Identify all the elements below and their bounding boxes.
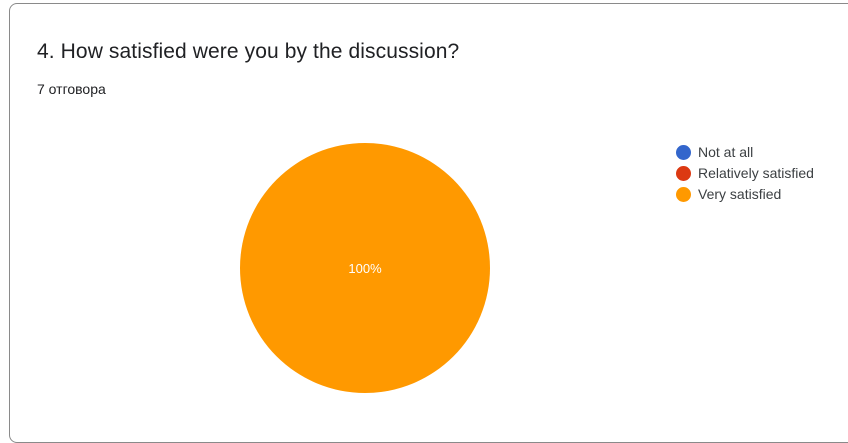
legend-item[interactable]: Very satisfied xyxy=(676,184,814,204)
legend-label: Relatively satisfied xyxy=(698,165,814,181)
legend-swatch xyxy=(676,186,691,202)
legend-item[interactable]: Relatively satisfied xyxy=(676,163,814,183)
pie-labels: 100% xyxy=(348,261,382,276)
response-count: 7 отговора xyxy=(37,81,106,97)
pie-slices xyxy=(240,143,490,393)
pie-slice-label: 100% xyxy=(348,261,382,276)
legend-item[interactable]: Not at all xyxy=(676,142,814,162)
question-title: 4. How satisfied were you by the discuss… xyxy=(37,40,460,63)
legend-label: Not at all xyxy=(698,144,754,160)
chart-legend: Not at all Relatively satisfied Very satis… xyxy=(676,142,814,205)
legend-label: Very satisfied xyxy=(698,186,782,202)
pie-chart: 100% xyxy=(240,143,490,393)
pie-slice-very-satisfied[interactable] xyxy=(240,143,490,393)
legend-swatch xyxy=(676,165,691,181)
legend-swatch xyxy=(676,144,691,160)
